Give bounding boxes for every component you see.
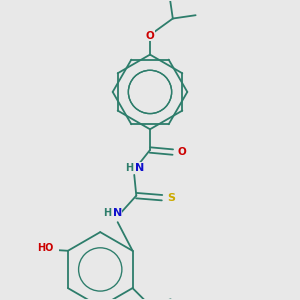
Text: H: H [103,208,111,218]
Text: HO: HO [37,243,54,253]
Text: O: O [178,147,186,157]
Text: N: N [112,208,122,218]
Text: H: H [125,163,133,173]
Text: N: N [135,163,144,173]
Text: O: O [146,31,154,41]
Text: S: S [167,193,175,203]
